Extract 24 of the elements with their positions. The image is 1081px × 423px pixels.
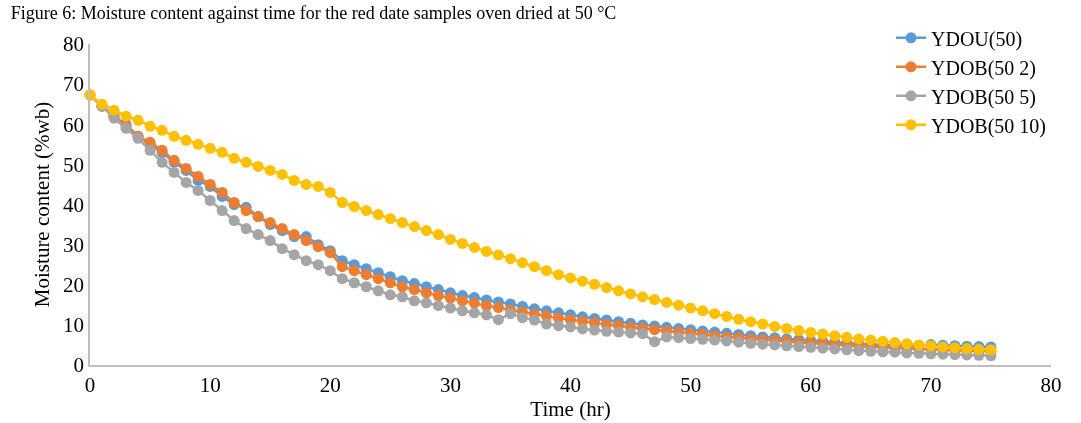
x-tick-label: 40 xyxy=(560,372,581,397)
y-axis-title: Moisture content (%wb) xyxy=(29,101,54,308)
y-tick-label: 50 xyxy=(63,152,85,177)
x-tick-label: 50 xyxy=(680,372,702,397)
y-tick-label: 0 xyxy=(73,353,85,378)
y-tick-label: 30 xyxy=(63,232,85,257)
y-tick-label: 70 xyxy=(63,72,85,97)
x-tick-label: 70 xyxy=(920,372,942,397)
legend-label: YDOB(50 2) xyxy=(931,56,1036,80)
x-axis-title: Time (hr) xyxy=(530,396,611,421)
legend-label: YDOB(50 5) xyxy=(931,85,1036,109)
y-tick-label: 80 xyxy=(63,32,85,57)
y-tick-label: 40 xyxy=(63,192,85,217)
x-tick-label: 10 xyxy=(199,372,221,397)
x-tick-label: 80 xyxy=(1040,372,1062,397)
x-tick-label: 20 xyxy=(319,372,341,397)
y-tick-label: 20 xyxy=(63,273,85,298)
x-tick-label: 60 xyxy=(800,372,822,397)
chart-title: Figure 6: Moisture content against time for the red date samples oven dried at 50 °C xyxy=(10,2,617,23)
x-tick-label: 30 xyxy=(439,372,461,397)
y-tick-label: 60 xyxy=(63,112,85,137)
legend-label: YDOB(50 10) xyxy=(931,114,1046,138)
y-tick-label: 10 xyxy=(63,313,85,338)
legend-label: YDOU(50) xyxy=(931,27,1023,51)
